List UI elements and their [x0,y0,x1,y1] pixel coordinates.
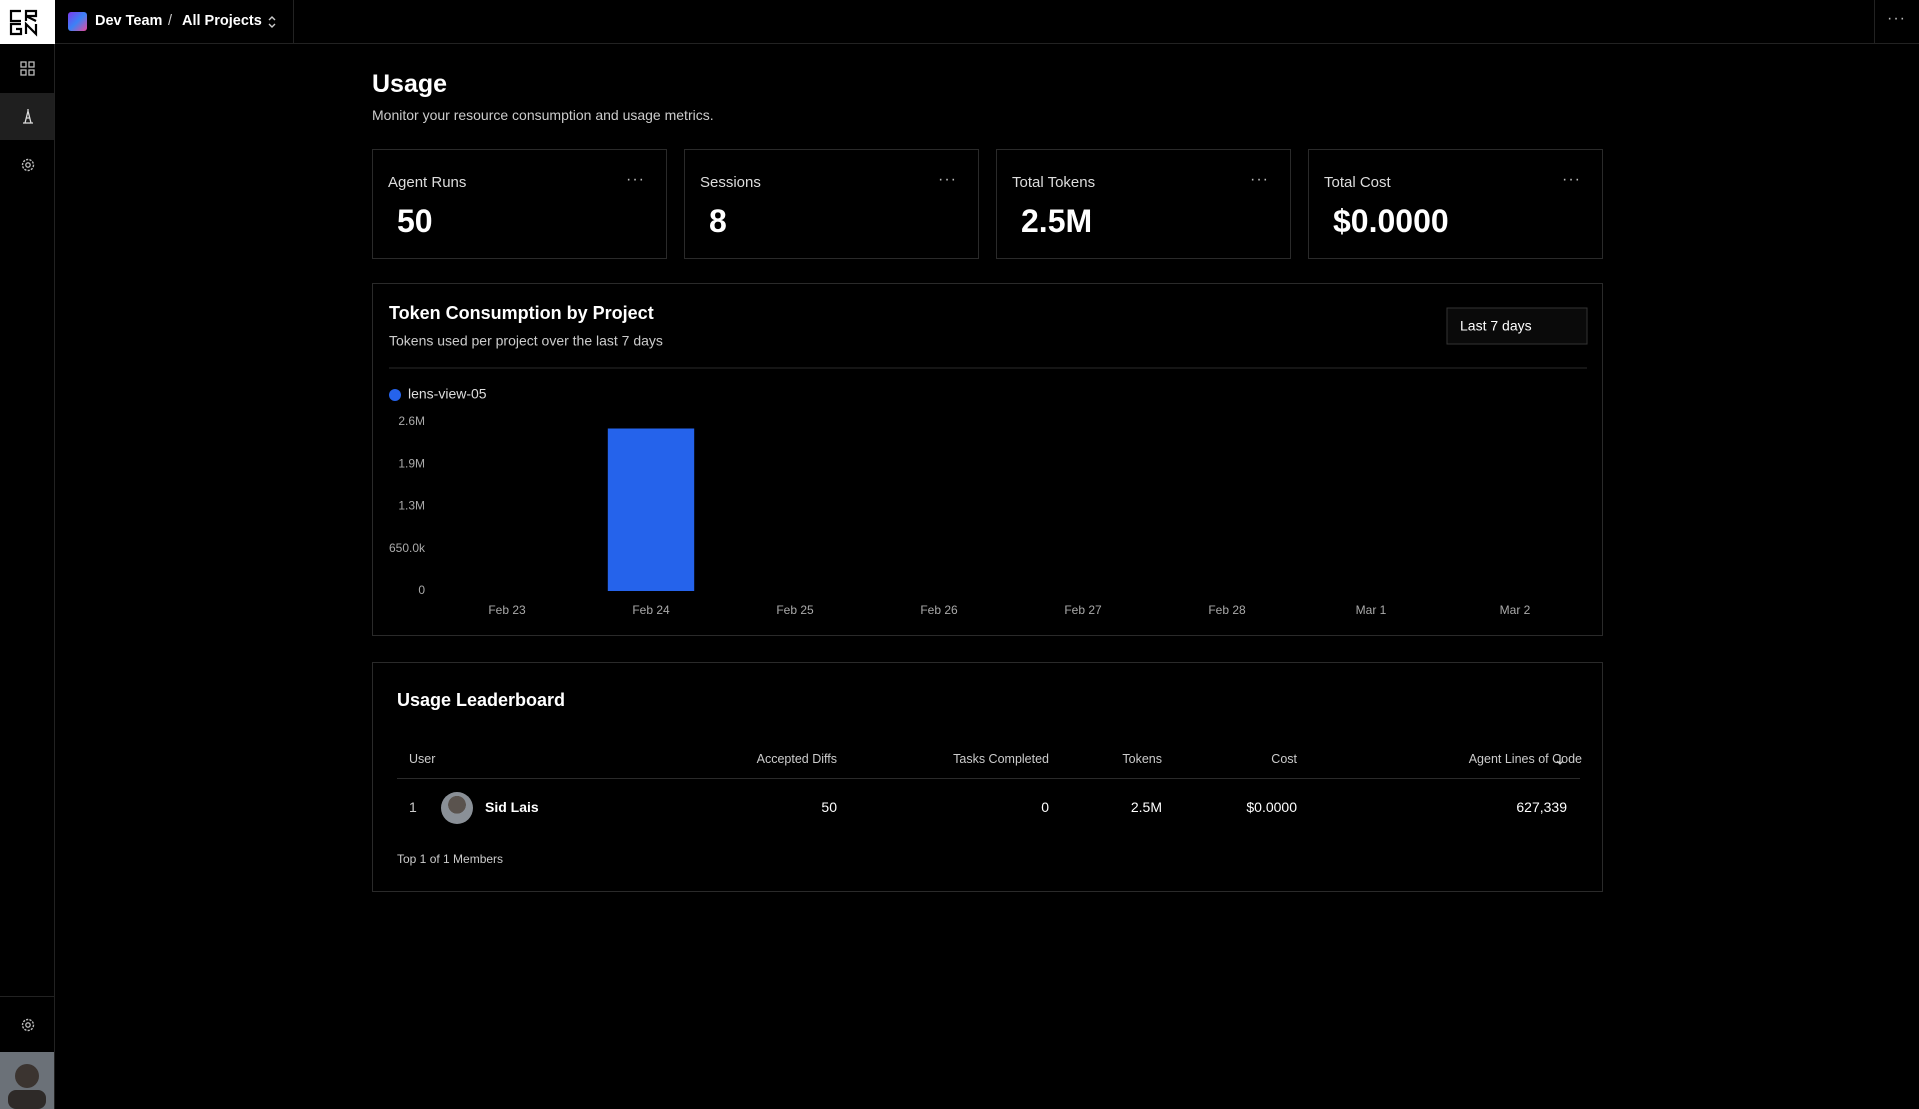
page-subtitle: Monitor your resource consumption and us… [372,107,714,123]
more-menu[interactable]: ··· [1887,10,1906,27]
project-name[interactable]: All Projects [182,13,262,29]
nav-settings[interactable] [20,157,36,173]
x-tick-label: Feb 24 [632,603,670,617]
team-icon [68,12,87,31]
logo[interactable] [0,0,55,44]
column-header: Tasks Completed [953,752,1049,766]
x-tick-label: Feb 26 [920,603,958,617]
cell-tokens: 2.5M [1130,799,1162,815]
x-tick-label: Mar 1 [1356,603,1387,617]
stat-label: Sessions [700,174,761,191]
card-menu[interactable]: ··· [626,171,645,188]
help-settings[interactable] [20,1017,36,1033]
nav-usage-icon [23,109,33,124]
stat-value: 2.5M [1021,203,1093,239]
x-tick-label: Mar 2 [1500,603,1531,617]
stat-card [684,149,979,259]
x-tick-label: Feb 27 [1064,603,1102,617]
cell-cost: $0.0000 [1246,799,1297,815]
stat-value: 50 [397,203,433,239]
y-tick-label: 0 [418,583,425,597]
cell-tasks-completed: 0 [1041,799,1049,815]
stat-card [372,149,667,259]
stat-card [996,149,1291,259]
cell-lines: 627,339 [1516,799,1567,815]
cell-accepted-diffs: 50 [821,799,837,815]
logo-mark [9,9,38,37]
chart-subtitle: Tokens used per project over the last 7 … [389,333,663,349]
legend-label: lens-view-05 [408,386,487,402]
column-header: Accepted Diffs [756,752,837,766]
nav-projects[interactable] [20,61,36,77]
card-menu[interactable]: ··· [1562,171,1581,188]
column-header: User [409,752,436,766]
y-tick-label: 1.3M [398,499,425,513]
chart: Token Consumption by Project Tokens used… [389,303,1588,617]
y-tick-label: 2.6M [398,414,425,428]
stat-label: Agent Runs [388,174,467,191]
team-name[interactable]: Dev Team [95,13,163,29]
top-bar: Dev Team / All Projects ··· [0,0,1919,44]
divider [0,996,54,997]
range-dropdown-label: Last 7 days [1460,318,1532,334]
user-avatar[interactable] [0,1052,54,1109]
page-title: Usage [372,70,448,98]
divider [1874,0,1875,44]
x-tick-label: Feb 28 [1208,603,1246,617]
sort-icon[interactable] [1555,754,1565,766]
card-menu[interactable]: ··· [1250,171,1269,188]
stat-label: Total Cost [1324,174,1391,191]
project-switcher[interactable] [266,13,278,31]
divider [293,0,294,44]
user-name: Sid Lais [485,799,539,815]
chart-title: Token Consumption by Project [389,303,654,323]
leaderboard-footer: Top 1 of 1 Members [397,852,504,866]
sidebar [0,44,55,1109]
range-dropdown[interactable] [1446,307,1588,345]
stat-label: Total Tokens [1012,174,1096,191]
card-menu[interactable]: ··· [938,171,957,188]
column-header: Cost [1271,752,1297,766]
stat-value: $0.0000 [1333,203,1449,239]
bar [607,428,695,591]
leaderboard-title: Usage Leaderboard [397,690,566,710]
leaderboard-panel [372,662,1603,892]
stat-card [1308,149,1603,259]
y-tick-label: 1.9M [398,456,425,470]
row-avatar [441,792,473,824]
column-header: Agent Lines of Code [1468,752,1582,766]
stat-value: 8 [709,203,727,239]
table-divider [397,778,1580,779]
rank: 1 [409,799,417,815]
nav-usage-active[interactable] [0,93,54,140]
legend-swatch [389,389,401,401]
y-tick-label: 650.0k [389,541,426,555]
x-tick-label: Feb 23 [488,603,526,617]
chart-panel: Token Consumption by Project Tokens used… [372,283,1603,636]
x-tick-label: Feb 25 [776,603,814,617]
column-header: Tokens [1122,752,1162,766]
breadcrumb-separator: / [168,13,173,29]
